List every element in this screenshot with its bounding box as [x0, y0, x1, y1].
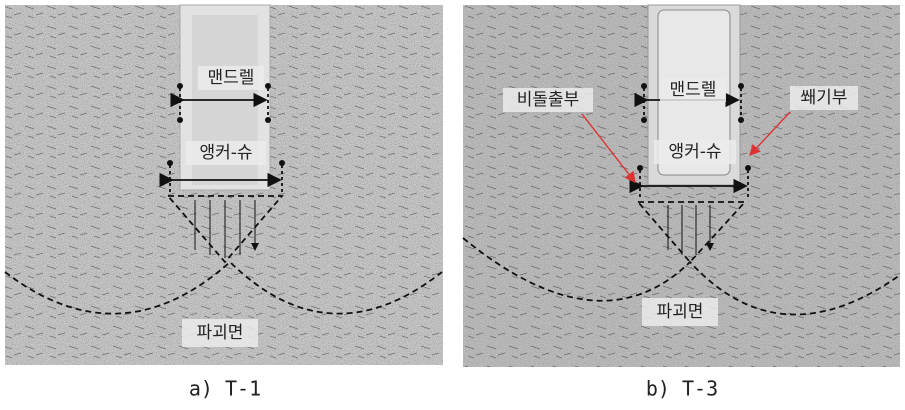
- label: 맨드렐: [208, 68, 255, 88]
- label: 앵커-슈: [199, 143, 252, 163]
- label: 맨드렐: [670, 80, 717, 100]
- panel-b: 비돌출부 쐐기부 맨드렐 앵커-슈 파괴면 b) T-3: [462, 4, 901, 401]
- label: 파괴면: [197, 323, 244, 343]
- label: 쐐기부: [801, 88, 848, 108]
- label: 앵커-슈: [668, 142, 721, 162]
- label: 파괴면: [657, 302, 704, 322]
- label: 비돌출부: [517, 90, 580, 110]
- caption: b) T-3: [646, 377, 718, 401]
- caption: a) T-1: [189, 377, 261, 401]
- panel-a: 맨드렐 앵커-슈 파괴면 a) T-1: [4, 4, 443, 401]
